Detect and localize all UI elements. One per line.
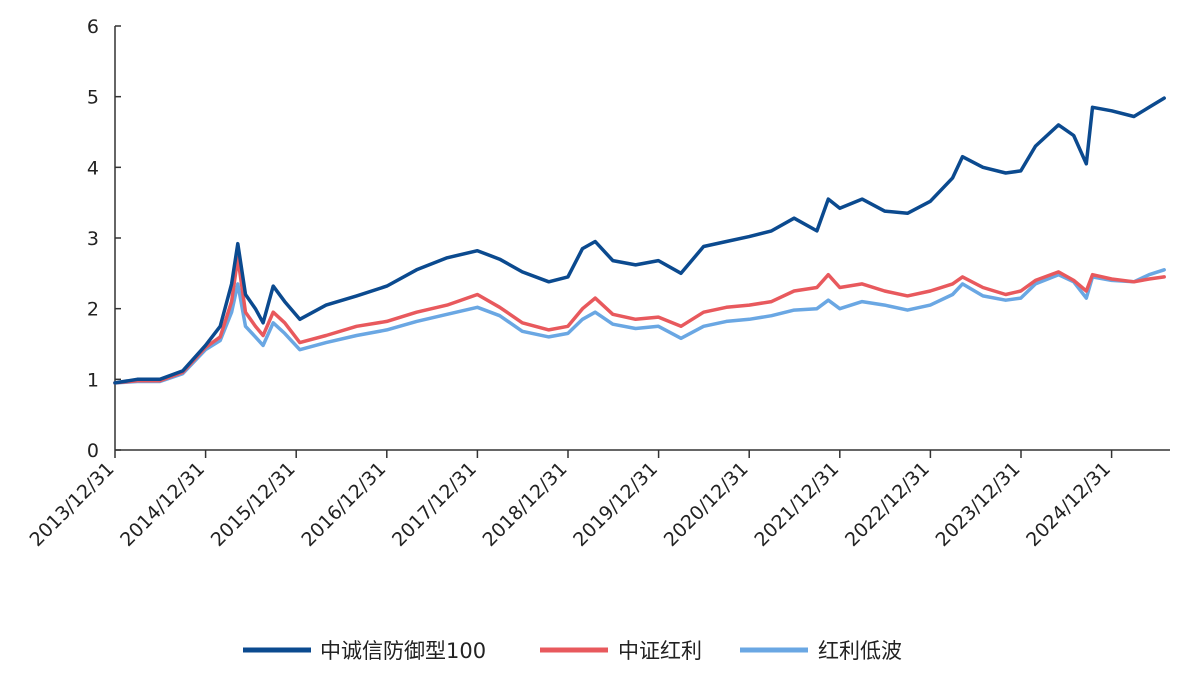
legend-label: 中诚信防御型100 [320,639,486,663]
x-tick-label: 2017/12/31 [388,458,481,551]
series-line-中证红利 [113,256,1166,385]
x-tick-label: 2020/12/31 [660,458,753,551]
y-tick-label: 4 [87,157,99,179]
x-tick-label: 2022/12/31 [841,458,934,551]
series-line-中诚信防御型100 [113,96,1166,385]
x-tick-label: 2019/12/31 [569,458,662,551]
chart-legend: 中诚信防御型100 中证红利 红利低波 [243,639,902,663]
chart-series [113,96,1166,385]
x-tick-label: 2013/12/31 [26,458,119,551]
y-tick-label: 1 [87,369,99,391]
legend-label: 红利低波 [818,639,902,663]
y-tick-label: 5 [87,87,99,109]
x-tick-label: 2024/12/31 [1022,458,1115,551]
x-tick-label: 2014/12/31 [116,458,209,551]
x-tick-label: 2023/12/31 [932,458,1025,551]
y-tick-label: 6 [87,16,99,38]
series-line-红利低波 [113,268,1166,385]
y-tick-label: 3 [87,228,99,250]
y-axis-ticks: 0 1 2 3 4 5 6 [87,16,121,462]
x-tick-label: 2016/12/31 [297,458,390,551]
y-tick-label: 2 [87,299,99,321]
legend-label: 中证红利 [618,639,702,663]
x-tick-label: 2021/12/31 [750,458,843,551]
y-tick-label: 0 [87,440,99,462]
x-tick-label: 2015/12/31 [207,458,300,551]
chart-axes [114,26,1170,451]
x-tick-label: 2018/12/31 [479,458,572,551]
x-axis-ticks: 2013/12/312014/12/312015/12/312016/12/31… [26,450,1115,551]
